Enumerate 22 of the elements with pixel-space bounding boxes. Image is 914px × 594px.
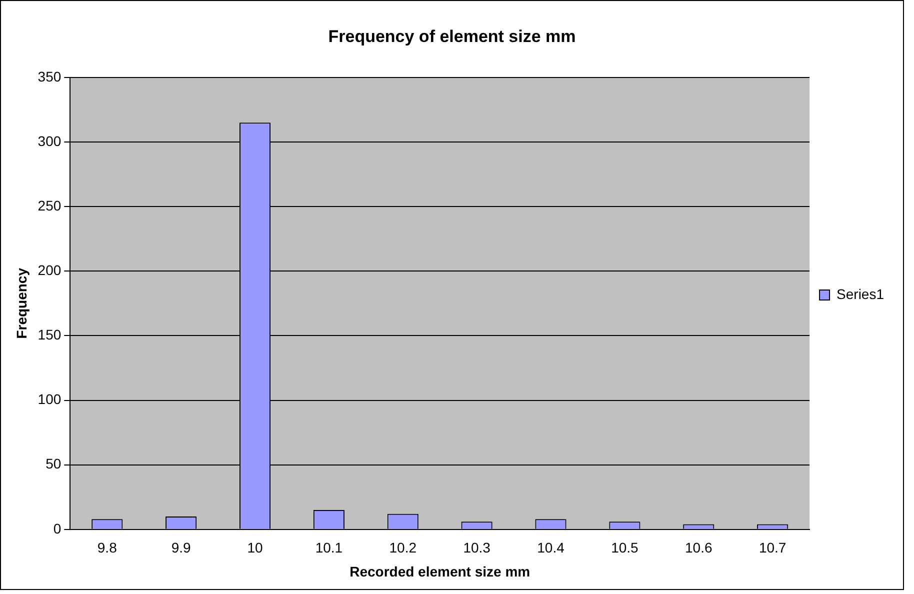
x-tick-label: 10 [247,540,263,556]
y-tick-label: 200 [38,262,62,278]
chart-title: Frequency of element size mm [328,26,576,46]
x-axis-title: Recorded element size mm [350,563,530,580]
y-tick-label: 250 [38,197,62,214]
legend-label: Series1 [836,286,884,302]
x-tick-label: 10.5 [611,540,639,556]
y-tick-label: 300 [38,132,62,149]
x-tick-label: 9.9 [171,540,192,556]
y-axis-title: Frequency [13,268,30,339]
y-tick-label: 150 [38,326,62,343]
y-tick-label: 350 [38,68,62,84]
y-tick-label: 100 [38,391,62,408]
y-tick-label: 50 [46,456,62,472]
x-tick-label: 10.3 [463,540,491,556]
x-tick-label: 10.6 [685,540,712,556]
x-tick-label: 9.8 [97,540,118,556]
x-tick-label: 10.4 [537,540,565,556]
x-tick-label: 10.1 [315,540,343,556]
y-tick-label: 0 [53,520,62,536]
x-tick-label: 10.2 [389,540,417,556]
x-tick-label: 10.7 [758,540,786,556]
